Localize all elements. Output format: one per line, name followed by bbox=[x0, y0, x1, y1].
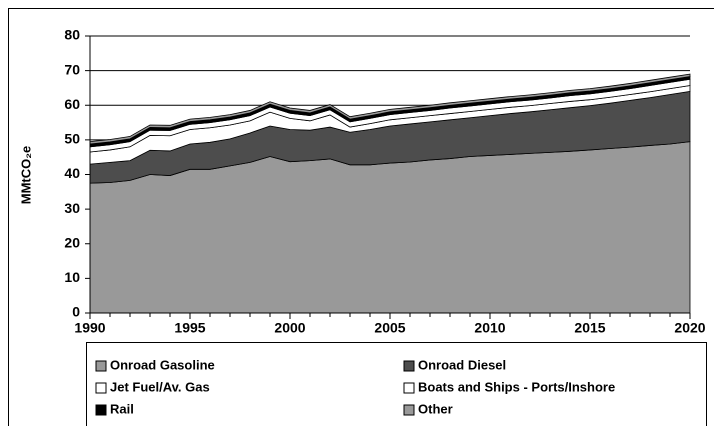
legend-label: Boats and Ships - Ports/Inshore bbox=[418, 379, 615, 394]
legend-swatch bbox=[95, 382, 107, 394]
y-tick-label: 30 bbox=[64, 200, 80, 216]
x-tick-label: 1990 bbox=[74, 320, 105, 336]
legend-label: Rail bbox=[110, 401, 134, 416]
legend-label: Other bbox=[418, 401, 453, 416]
y-tick-label: 10 bbox=[64, 269, 80, 285]
legend-swatch bbox=[95, 360, 107, 372]
legend-swatch bbox=[403, 404, 415, 416]
y-tick-label: 40 bbox=[64, 165, 80, 181]
chart-frame bbox=[8, 8, 714, 426]
legend-label: Jet Fuel/Av. Gas bbox=[110, 379, 210, 394]
legend-swatch bbox=[95, 404, 107, 416]
y-tick-label: 20 bbox=[64, 234, 80, 250]
x-tick-label: 1995 bbox=[174, 320, 205, 336]
x-tick-label: 2015 bbox=[574, 320, 605, 336]
x-tick-label: 2000 bbox=[274, 320, 305, 336]
y-tick-label: 80 bbox=[64, 27, 80, 43]
legend-swatch bbox=[403, 382, 415, 394]
y-tick-label: 60 bbox=[64, 96, 80, 112]
legend-swatch bbox=[403, 360, 415, 372]
legend-label: Onroad Diesel bbox=[418, 357, 506, 372]
x-tick-label: 2010 bbox=[474, 320, 505, 336]
legend-box bbox=[86, 342, 707, 426]
legend-label: Onroad Gasoline bbox=[110, 357, 215, 372]
x-tick-label: 2020 bbox=[674, 320, 705, 336]
y-tick-label: 70 bbox=[64, 61, 80, 77]
area bbox=[89, 73, 691, 145]
y-axis-label: MMtCO₂e bbox=[18, 146, 33, 205]
y-tick-label: 0 bbox=[72, 304, 80, 320]
y-tick-label: 50 bbox=[64, 131, 80, 147]
x-tick-label: 2005 bbox=[374, 320, 405, 336]
